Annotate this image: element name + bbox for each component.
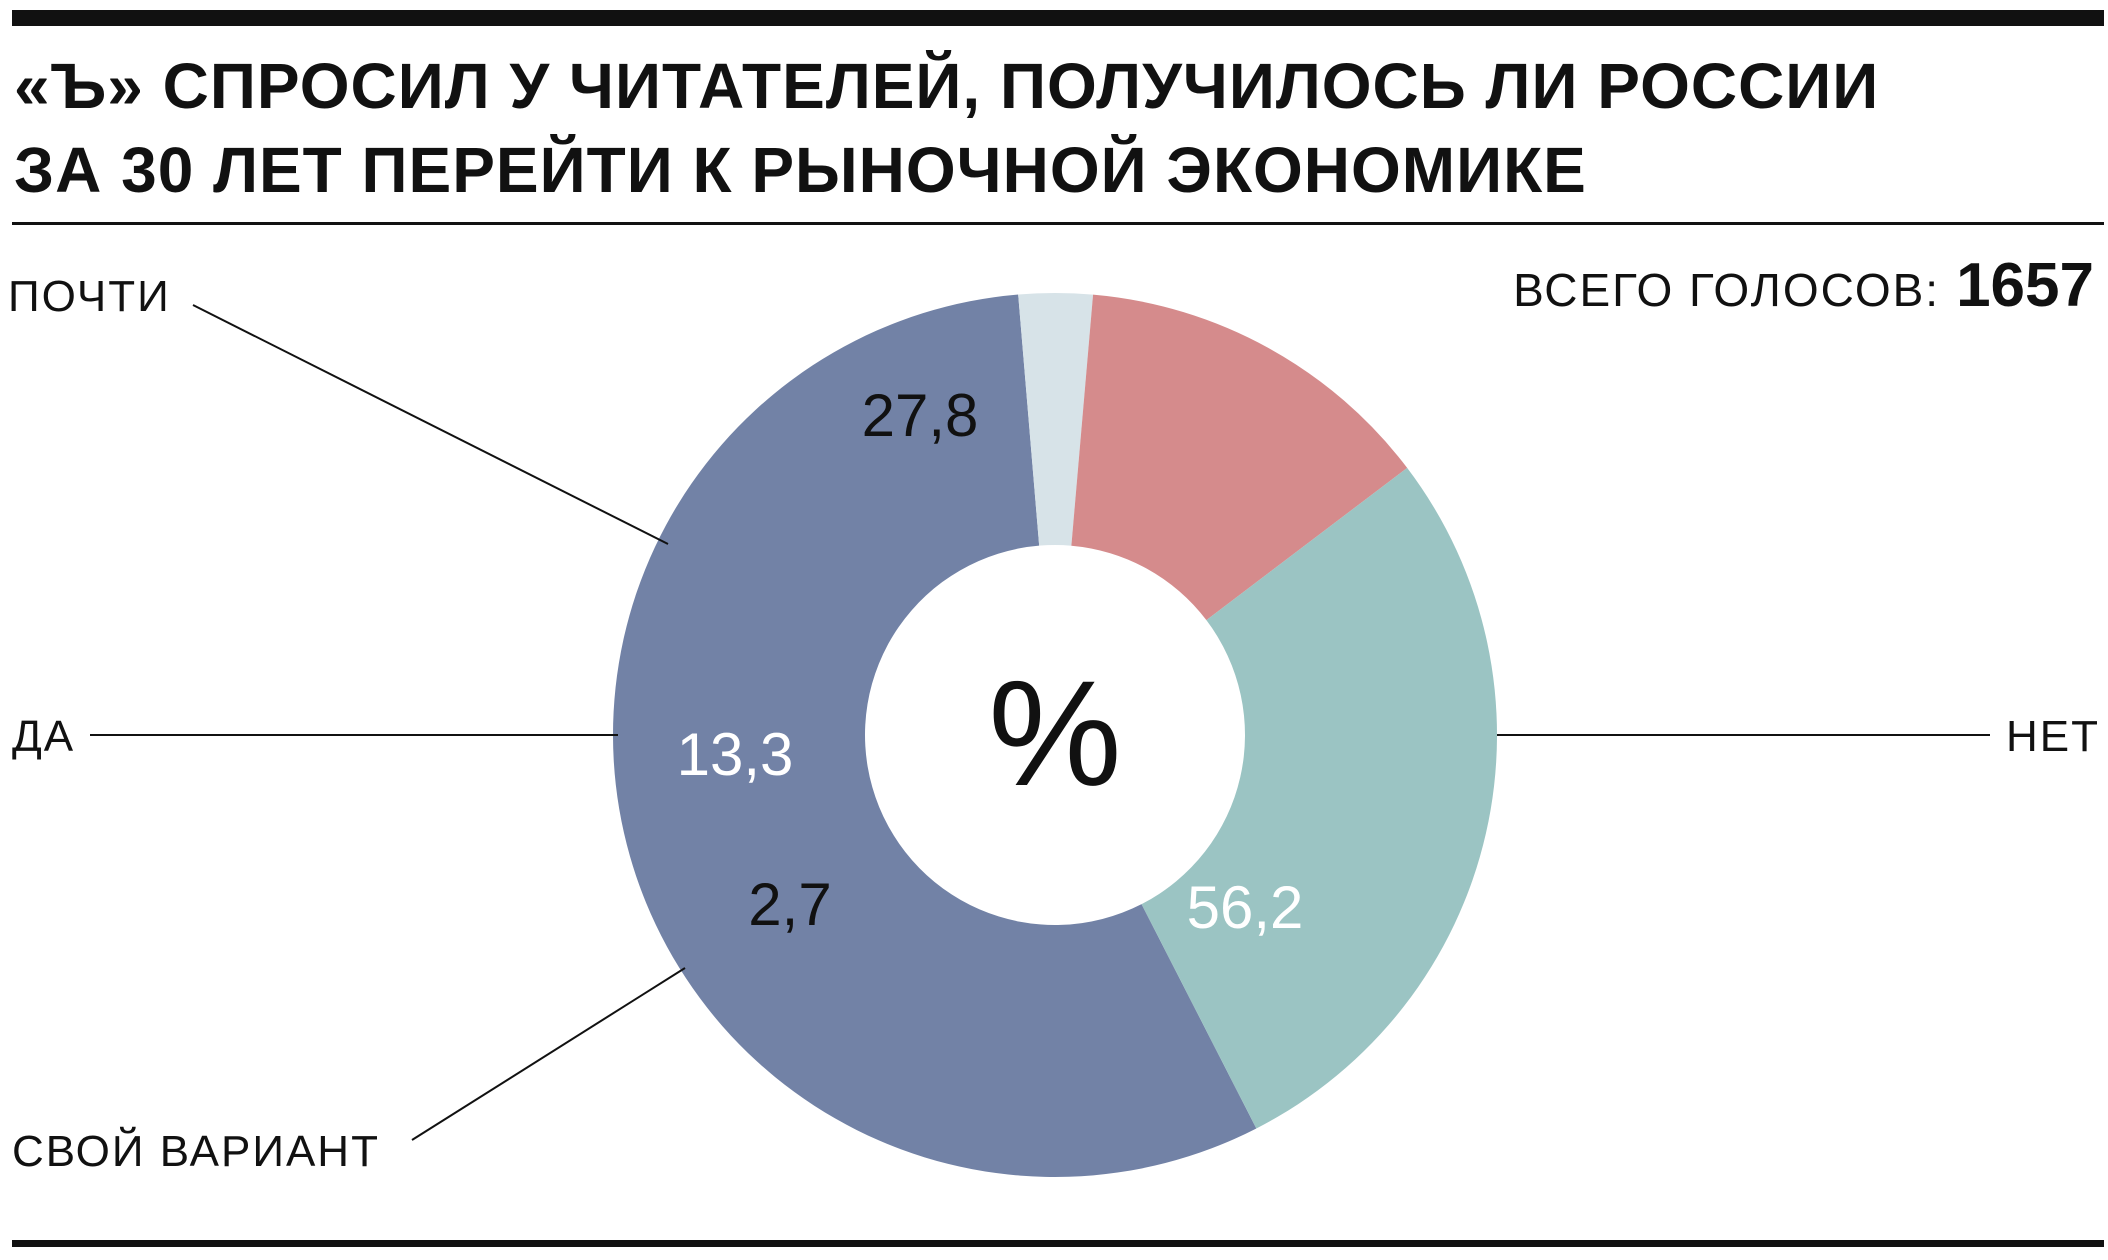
value-labels: 56,2 2,7 13,3 27,8 xyxy=(677,382,1304,941)
slice-net xyxy=(612,294,1257,1178)
category-labels: НЕТ СВОЙ ВАРИАНТ ДА ПОЧТИ xyxy=(8,272,2100,1176)
chart-title-line-1: «Ъ» СПРОСИЛ У ЧИТАТЕЛЕЙ, ПОЛУЧИЛОСЬ ЛИ Р… xyxy=(14,50,1880,122)
slice-da xyxy=(1071,294,1408,621)
total-votes-value: 1657 xyxy=(1956,251,2094,320)
center-percent-label: % xyxy=(988,649,1121,817)
leader-line-svoy-variant xyxy=(411,967,686,1141)
chart-title-line-2: ЗА 30 ЛЕТ ПЕРЕЙТИ К РЫНОЧНОЙ ЭКОНОМИКЕ xyxy=(14,134,1587,206)
category-label-pochti: ПОЧТИ xyxy=(8,272,171,321)
category-label-da: ДА xyxy=(12,712,75,761)
category-label-svoy-variant: СВОЙ ВАРИАНТ xyxy=(12,1125,380,1176)
bottom-rule xyxy=(12,1240,2104,1247)
chart-title: «Ъ» СПРОСИЛ У ЧИТАТЕЛЕЙ, ПОЛУЧИЛОСЬ ЛИ Р… xyxy=(14,44,2094,212)
slice-svoy-variant xyxy=(1018,292,1094,546)
value-label-pochti: 27,8 xyxy=(862,382,979,449)
value-label-da: 13,3 xyxy=(677,721,794,788)
slice-pochti xyxy=(1141,467,1497,1129)
top-rule xyxy=(12,10,2104,26)
chart-slices xyxy=(612,292,1497,1178)
value-label-svoy-variant: 2,7 xyxy=(748,871,831,938)
leader-line-pochti xyxy=(192,304,669,545)
leader-lines xyxy=(90,304,1990,1141)
category-label-net: НЕТ xyxy=(2006,712,2100,761)
total-votes: ВСЕГО ГОЛОСОВ: 1657 xyxy=(1513,250,2094,321)
title-divider xyxy=(12,222,2104,225)
value-label-net: 56,2 xyxy=(1187,874,1304,941)
total-votes-label: ВСЕГО ГОЛОСОВ: xyxy=(1513,264,1941,316)
